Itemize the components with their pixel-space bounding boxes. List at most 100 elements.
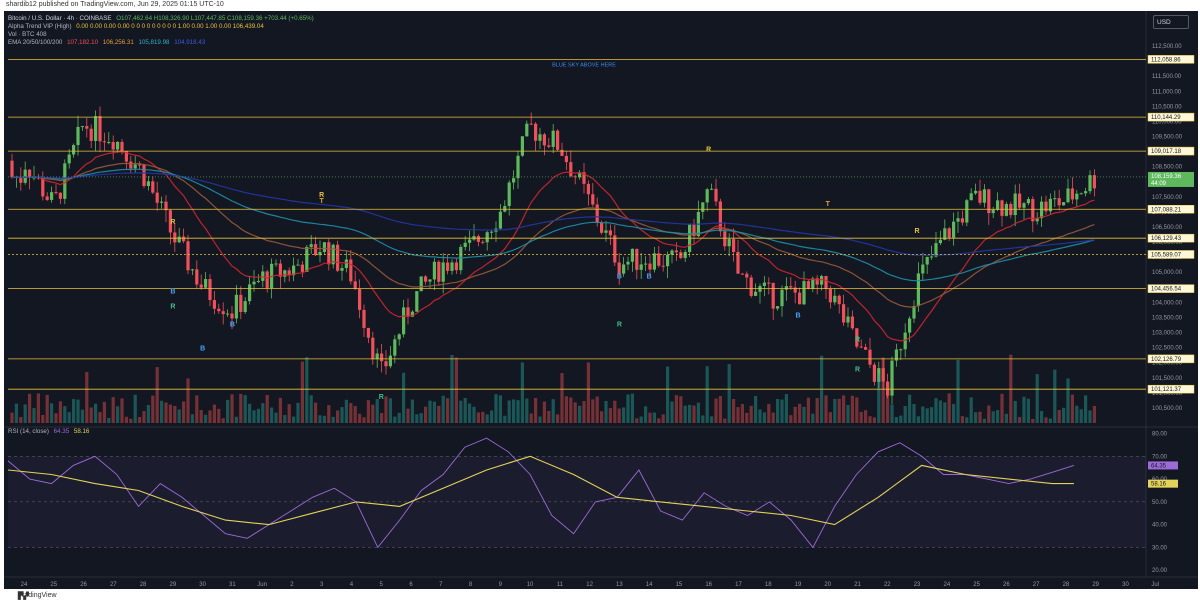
volume-bar: [674, 395, 678, 423]
currency-selector[interactable]: USD: [1153, 15, 1189, 29]
candle-body: [428, 279, 432, 282]
volume-bar: [639, 416, 643, 423]
candle-body: [842, 304, 846, 323]
volume-bar: [644, 406, 648, 423]
volume-bar: [767, 403, 771, 423]
candle-body: [1031, 199, 1035, 222]
candle-body: [195, 269, 199, 285]
volume-bar: [432, 401, 436, 423]
candle-body: [498, 211, 502, 229]
candle-body: [683, 251, 687, 259]
legend-ema100-value: 105,819.98: [138, 39, 170, 46]
candle-body: [969, 193, 973, 201]
candle-body: [406, 307, 410, 317]
time-tick-label: 26: [1003, 582, 1010, 588]
volume-bar: [120, 398, 124, 423]
volume-bar: [542, 401, 546, 423]
time-tick-label: 25: [973, 582, 980, 588]
candle-body: [784, 286, 788, 290]
candle-body: [652, 253, 656, 270]
chart-canvas[interactable]: 100,500.00 101,000.00 101,500.00 102,000.00…: [4, 11, 1198, 589]
volume-bar: [701, 415, 705, 423]
candle-body: [186, 241, 190, 271]
volume-bar: [331, 416, 335, 423]
price-tick-label: 101,500.00: [1152, 376, 1183, 382]
candle-body: [1053, 198, 1057, 200]
candle-body: [626, 261, 630, 265]
signal-B-label: B: [200, 346, 205, 353]
rsi-tick-label: 70.00: [1152, 454, 1168, 460]
time-tick-label: 4: [350, 582, 354, 588]
current-price-tag: [1148, 171, 1194, 187]
volume-bar: [622, 407, 626, 423]
time-tick-label: 23: [914, 582, 921, 588]
volume-bar: [195, 395, 199, 423]
legend-alpha-label: Alpha Trend VIP (High): [8, 23, 72, 30]
volume-bar: [965, 417, 969, 423]
volume-bar: [688, 404, 692, 423]
candle-body: [674, 250, 678, 253]
rsi-ma-line: [7, 455, 1074, 526]
chart-frame[interactable]: 100,500.00 101,000.00 101,500.00 102,000.00…: [4, 11, 1198, 589]
legend-ema200-value: 104,918.43: [174, 39, 206, 46]
candle-body: [978, 190, 982, 203]
volume-bar: [239, 393, 243, 423]
volume-bar: [683, 405, 687, 423]
rsi-value-tag-label: 58.16: [1151, 482, 1167, 488]
candle-body: [1062, 202, 1066, 206]
candle-body: [560, 149, 564, 156]
volume-bar: [380, 413, 384, 423]
volume-bar: [261, 403, 265, 423]
level-price-label: 106,129.43: [1151, 236, 1182, 242]
volume-bar: [234, 416, 238, 423]
candle-body: [490, 231, 494, 233]
volume-bar: [318, 415, 322, 423]
volume-bar: [274, 412, 278, 423]
candle-body: [63, 163, 67, 199]
candle-body: [1013, 193, 1017, 216]
level-price-tag: [1147, 384, 1195, 394]
candle-body: [278, 263, 282, 277]
volume-bar: [217, 408, 221, 423]
volume-bar: [547, 410, 551, 423]
volume-bar: [516, 400, 520, 423]
volume-bar: [138, 416, 142, 423]
candle-body: [855, 328, 859, 347]
candle-body: [212, 300, 216, 309]
volume-bar: [925, 408, 929, 423]
tv-logo-icon: ▛▞: [18, 593, 29, 600]
candle-body: [419, 276, 423, 292]
time-tick-label: 15: [676, 582, 683, 588]
price-tick-label: 106,000.00: [1152, 240, 1183, 246]
time-tick-label: 24: [21, 582, 28, 588]
candle-body: [459, 246, 463, 271]
candle-body: [358, 288, 362, 310]
candle-body: [1084, 191, 1088, 194]
publish-text: shardib12 published on TradingView.com, …: [6, 1, 224, 8]
candle-body: [10, 160, 14, 178]
candle-body: [547, 145, 551, 147]
time-tick-label: 28: [140, 582, 147, 588]
candle-body: [230, 313, 234, 319]
candle-body: [292, 265, 296, 276]
volume-bar: [1031, 418, 1035, 423]
candle-body: [336, 244, 340, 271]
time-tick-label: 29: [170, 582, 177, 588]
candle-body: [608, 230, 612, 236]
volume-bar: [322, 415, 326, 423]
candle-body: [771, 282, 775, 309]
candle-body: [1018, 193, 1022, 208]
volume-bar: [754, 395, 758, 423]
volume-bar: [393, 416, 397, 423]
time-tick-label: 25: [50, 582, 57, 588]
time-tick-label: 27: [110, 582, 117, 588]
rsi-value-tag: [1148, 479, 1178, 488]
candle-body: [886, 381, 890, 396]
volume-bar: [525, 398, 529, 423]
candle-body: [168, 210, 172, 233]
volume-bar: [811, 413, 815, 423]
candle-body: [582, 172, 586, 184]
candle-body: [806, 281, 810, 289]
volume-bar: [828, 412, 832, 423]
candle-body: [160, 201, 164, 203]
